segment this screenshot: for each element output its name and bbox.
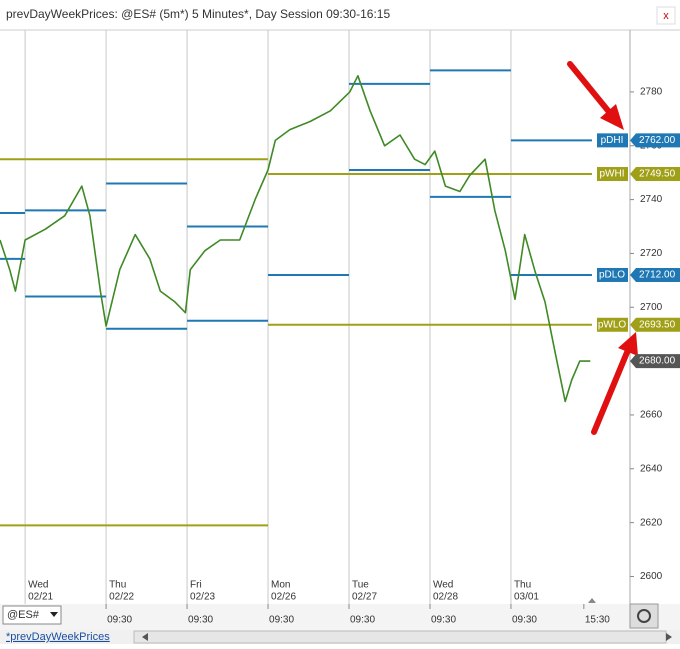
x-date-label: 03/01 [514, 592, 539, 603]
scroll-marker [588, 598, 596, 603]
refresh-button[interactable] [629, 603, 659, 629]
title-bar [0, 0, 680, 30]
scroll-left[interactable] [142, 633, 148, 641]
y-tick-label: 2640 [640, 463, 663, 474]
arrow-annotation [567, 61, 624, 130]
y-tick-label: 2600 [640, 571, 663, 582]
y-tick-label: 2620 [640, 517, 663, 528]
plot-area: Wed02/21Thu02/22Fri02/23Mon02/26Tue02/27… [0, 30, 592, 604]
time-tick-label: 09:30 [350, 615, 375, 626]
symbol-combo[interactable] [2, 605, 62, 625]
x-date-label: 02/26 [271, 592, 296, 603]
close-button[interactable] [656, 6, 676, 25]
level-name: pDLO [599, 270, 625, 281]
price-line [0, 75, 591, 403]
close-icon[interactable]: x [663, 10, 669, 22]
level-name-box [597, 317, 628, 332]
x-weekday-label: Thu [514, 580, 531, 591]
x-date-label: 02/21 [28, 592, 53, 603]
level-name-box [597, 133, 628, 148]
level-value-box [630, 267, 680, 282]
time-tick-label: 09:30 [512, 615, 537, 626]
y-tick-label: 2740 [640, 194, 663, 205]
x-weekday-label: Fri [190, 580, 202, 591]
level-value-label: 2762.00 [639, 135, 676, 146]
x-weekday-label: Wed [433, 580, 453, 591]
x-weekday-label: Mon [271, 580, 290, 591]
level-value-box [630, 133, 680, 148]
x-date-label: 02/22 [109, 592, 134, 603]
combo-arrow[interactable] [50, 612, 58, 617]
time-tick-label: 09:30 [188, 615, 213, 626]
last-price-box [630, 354, 680, 369]
x-weekday-label: Wed [28, 580, 48, 591]
time-tick-label: 15:30 [585, 615, 610, 626]
level-value-label: 2712.00 [639, 270, 676, 281]
window-title: prevDayWeekPrices: @ES# (5m*) 5 Minutes*… [6, 7, 390, 21]
level-value-label: 2749.50 [639, 169, 676, 180]
y-tick-label: 2720 [640, 248, 663, 259]
bottom-strip [0, 604, 680, 630]
level-name: pWLO [598, 319, 627, 330]
x-date-label: 02/23 [190, 592, 215, 603]
level-name: pWHI [600, 169, 625, 180]
scroll-right[interactable] [666, 633, 672, 641]
x-weekday-label: Thu [109, 580, 126, 591]
time-tick-label: 09:30 [107, 615, 132, 626]
arrow-annotation [591, 332, 638, 435]
level-name-box [597, 167, 628, 182]
y-tick-label: 2660 [640, 410, 663, 421]
y-tick-label: 2780 [640, 87, 663, 98]
level-value-label: 2693.50 [639, 319, 676, 330]
level-value-box [630, 167, 680, 182]
x-date-label: 02/28 [433, 592, 458, 603]
sheet-tab[interactable]: *prevDayWeekPrices [6, 631, 110, 643]
level-name-box [597, 267, 628, 282]
x-weekday-label: Tue [352, 580, 369, 591]
level-value-box [630, 317, 680, 332]
symbol[interactable]: @ES# [7, 609, 40, 621]
refresh-icon[interactable] [637, 609, 651, 623]
last-price-label: 2680.00 [639, 356, 676, 367]
time-tick-label: 09:30 [431, 615, 456, 626]
level-name: pDHI [601, 135, 624, 146]
time-tick-label: 09:30 [269, 615, 294, 626]
y-tick-label: 2700 [640, 302, 663, 313]
scrollbar[interactable] [133, 630, 667, 644]
x-date-label: 02/27 [352, 592, 377, 603]
